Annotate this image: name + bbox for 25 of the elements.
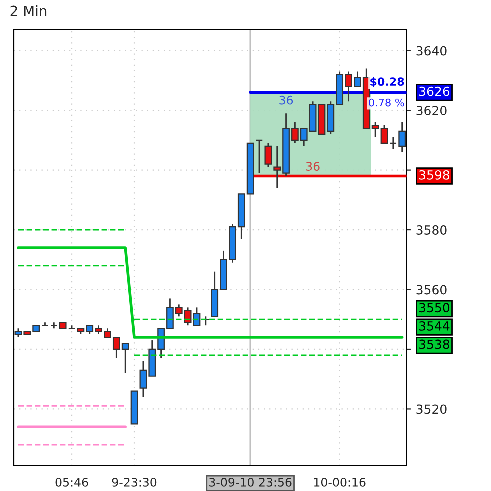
y-tick-label: 3520 (416, 404, 447, 414)
annotation: 36 (306, 162, 320, 172)
chart-title: 2 Min (10, 6, 47, 16)
candlestick (256, 140, 264, 174)
text: 3538 (420, 340, 450, 350)
x-tick-label: 9-23:30 (112, 478, 157, 487)
text: 3544 (420, 321, 450, 331)
x-tick-label: 3-09-10 23:56 (210, 478, 292, 487)
band-label: 36 (280, 96, 294, 105)
candlestick (264, 142, 272, 168)
candlestick (398, 122, 406, 154)
y-tick-label: 3580 (416, 226, 447, 235)
candlestick (380, 124, 388, 144)
y-tick-label: 3620 (416, 106, 447, 116)
candlestick (390, 136, 398, 150)
x-tick-label: 10-00:16 (314, 478, 366, 487)
candlestick (50, 322, 58, 330)
y-tick-label: 3640 (416, 46, 447, 56)
y-tick-label: 3560 (416, 285, 447, 295)
annotation: $0.28 (370, 77, 404, 88)
ref-line-label: 3598 (420, 170, 450, 180)
ref-line-label: 3626 (420, 86, 450, 96)
annotation: 0.78 % (369, 98, 404, 107)
text: 3550 (420, 303, 450, 313)
x-tick-label: 05:46 (56, 478, 88, 487)
